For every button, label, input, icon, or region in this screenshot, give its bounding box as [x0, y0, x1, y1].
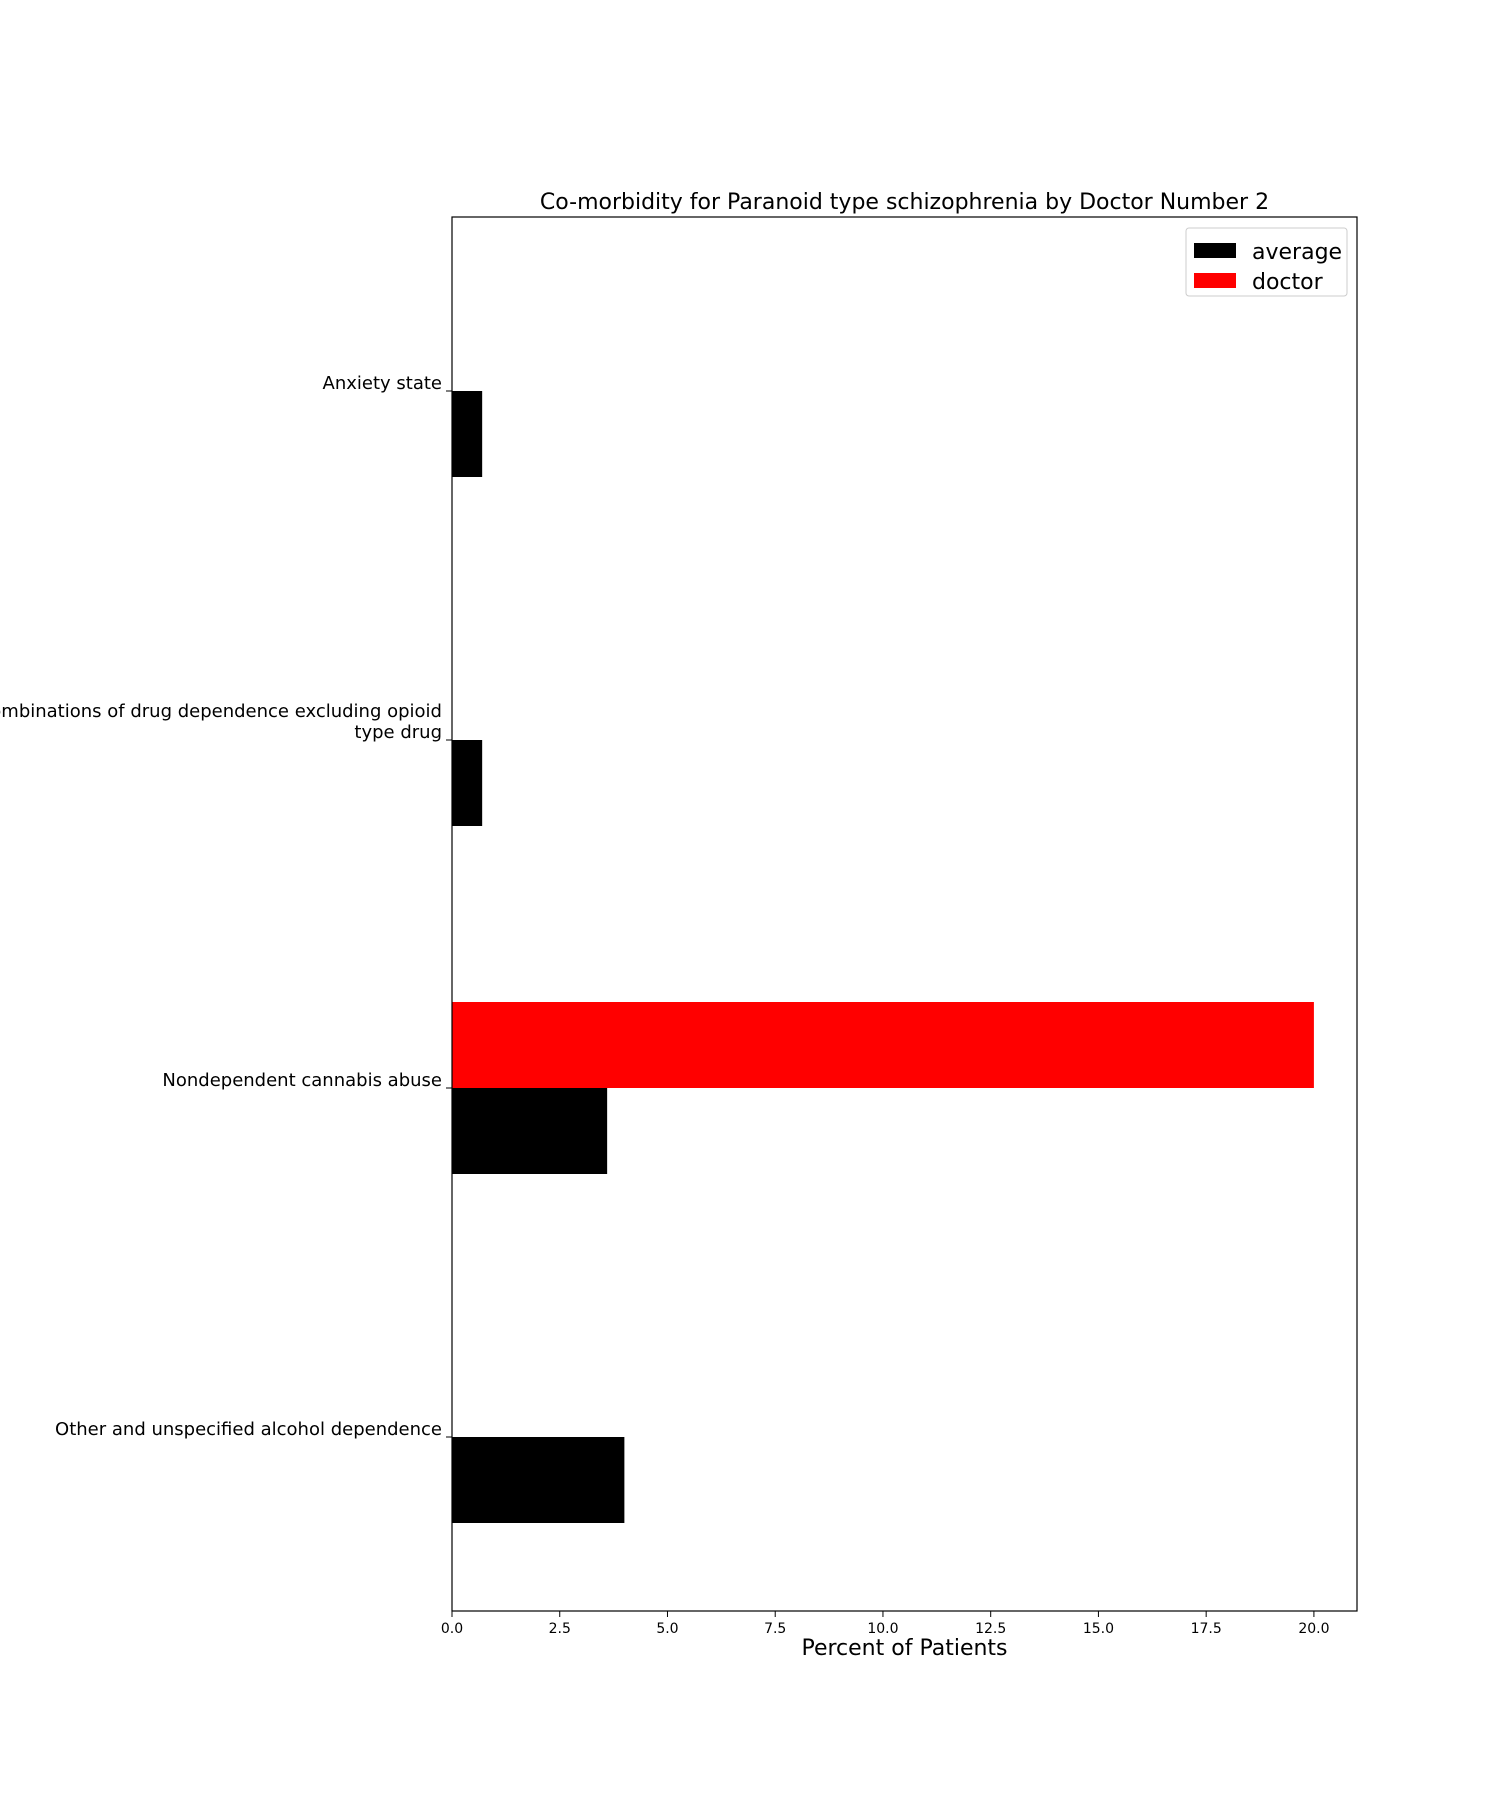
bar-doctor-2: [452, 1002, 1314, 1088]
plot-frame: [452, 217, 1357, 1611]
y-category-label: Nondependent cannabis abuse: [162, 1070, 442, 1091]
legend: average doctor: [1186, 228, 1347, 296]
x-tick-label: 10.0: [867, 1621, 898, 1637]
x-tick-label: 17.5: [1191, 1621, 1222, 1637]
x-tick-label: 12.5: [975, 1621, 1006, 1637]
y-category-label: Other and unspecified alcohol dependence: [55, 1419, 442, 1440]
y-category-label: type drug: [354, 722, 442, 743]
x-tick-label: 5.0: [656, 1621, 678, 1637]
legend-label-doctor: doctor: [1252, 270, 1324, 295]
x-tick-label: 20.0: [1298, 1621, 1329, 1637]
bar-average-3: [452, 1437, 624, 1523]
x-tick-label: 2.5: [549, 1621, 571, 1637]
y-category-label: Anxiety state: [323, 373, 442, 394]
x-axis-ticks: 0.0 2.5 5.0 7.5 10.0 12.5 15.0 17.5 20.0: [441, 1611, 1330, 1637]
y-category-label: Combinations of drug dependence excludin…: [0, 701, 442, 722]
x-tick-label: 0.0: [441, 1621, 463, 1637]
bars-layer: [452, 391, 1314, 1523]
x-tick-label: 15.0: [1083, 1621, 1114, 1637]
legend-swatch-average: [1194, 243, 1236, 258]
chart-title: Co-morbidity for Paranoid type schizophr…: [540, 190, 1269, 215]
x-tick-label: 7.5: [764, 1621, 786, 1637]
legend-label-average: average: [1252, 240, 1342, 265]
bar-average-2: [452, 1088, 607, 1174]
y-axis-ticks: Anxiety state Combinations of drug depend…: [0, 373, 452, 1440]
x-axis-label: Percent of Patients: [801, 1636, 1007, 1661]
bar-average-1: [452, 740, 482, 826]
legend-swatch-doctor: [1194, 273, 1236, 288]
bar-average-0: [452, 391, 482, 477]
